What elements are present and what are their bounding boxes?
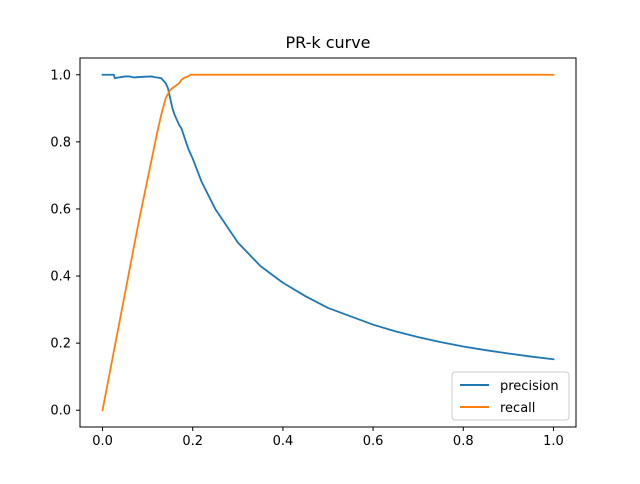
y-tick-label: 0.8: [50, 135, 71, 150]
x-tick-label: 1.0: [543, 434, 564, 449]
x-tick-label: 0.8: [453, 434, 474, 449]
x-tick-label: 0.0: [92, 434, 113, 449]
y-tick-label: 1.0: [50, 68, 71, 83]
legend-label-precision: precision: [500, 379, 559, 394]
x-axis-ticks: 0.0 0.2 0.4 0.6 0.8 1.0: [92, 427, 564, 449]
y-tick-label: 0.2: [50, 337, 71, 352]
y-tick-label: 0.4: [50, 270, 71, 285]
x-tick-label: 0.6: [363, 434, 384, 449]
plot-frame: [79, 57, 577, 428]
series-line-recall: [101, 73, 555, 412]
chart-title: PR-k curve: [285, 33, 370, 52]
y-tick-label: 0.6: [50, 202, 71, 217]
y-axis-ticks: 0.0 0.2 0.4 0.6 0.8 1.0: [50, 68, 80, 419]
series-layer: [101, 73, 555, 412]
y-tick-label: 0.0: [50, 404, 71, 419]
x-tick-label: 0.2: [182, 434, 203, 449]
x-tick-label: 0.4: [273, 434, 294, 449]
legend-label-recall: recall: [500, 401, 535, 416]
legend: precision recall: [451, 371, 570, 421]
series-line-precision: [101, 73, 555, 361]
